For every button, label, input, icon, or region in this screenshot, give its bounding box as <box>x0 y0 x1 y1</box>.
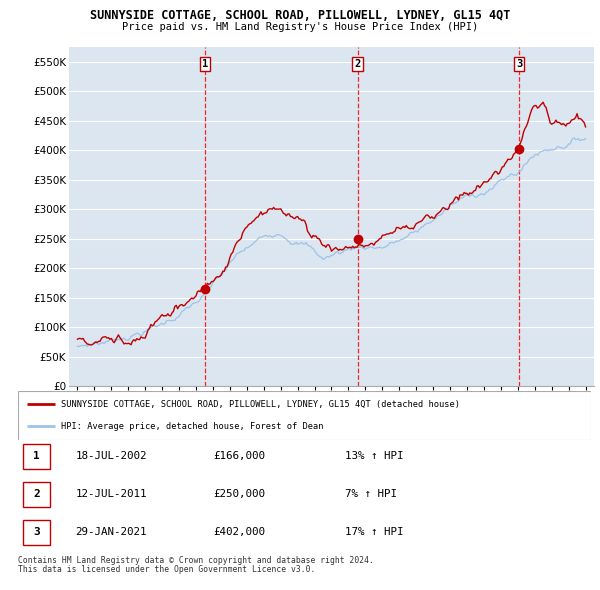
Text: Price paid vs. HM Land Registry's House Price Index (HPI): Price paid vs. HM Land Registry's House … <box>122 22 478 32</box>
Text: £250,000: £250,000 <box>213 489 265 499</box>
Text: 13% ↑ HPI: 13% ↑ HPI <box>344 451 403 461</box>
Text: 17% ↑ HPI: 17% ↑ HPI <box>344 527 403 537</box>
Text: 7% ↑ HPI: 7% ↑ HPI <box>344 489 397 499</box>
Text: 12-JUL-2011: 12-JUL-2011 <box>76 489 147 499</box>
Text: £402,000: £402,000 <box>213 527 265 537</box>
Text: 3: 3 <box>516 59 522 69</box>
FancyBboxPatch shape <box>23 520 50 545</box>
Text: 1: 1 <box>202 59 208 69</box>
Text: 2: 2 <box>355 59 361 69</box>
Text: 18-JUL-2002: 18-JUL-2002 <box>76 451 147 461</box>
Text: HPI: Average price, detached house, Forest of Dean: HPI: Average price, detached house, Fore… <box>61 422 323 431</box>
Text: 1: 1 <box>33 451 40 461</box>
FancyBboxPatch shape <box>23 481 50 507</box>
Text: 29-JAN-2021: 29-JAN-2021 <box>76 527 147 537</box>
Text: 2: 2 <box>33 489 40 499</box>
Text: This data is licensed under the Open Government Licence v3.0.: This data is licensed under the Open Gov… <box>18 565 316 574</box>
Text: SUNNYSIDE COTTAGE, SCHOOL ROAD, PILLOWELL, LYDNEY, GL15 4QT: SUNNYSIDE COTTAGE, SCHOOL ROAD, PILLOWEL… <box>90 9 510 22</box>
Text: SUNNYSIDE COTTAGE, SCHOOL ROAD, PILLOWELL, LYDNEY, GL15 4QT (detached house): SUNNYSIDE COTTAGE, SCHOOL ROAD, PILLOWEL… <box>61 400 460 409</box>
Text: 3: 3 <box>33 527 40 537</box>
FancyBboxPatch shape <box>23 444 50 469</box>
Text: Contains HM Land Registry data © Crown copyright and database right 2024.: Contains HM Land Registry data © Crown c… <box>18 556 374 565</box>
Text: £166,000: £166,000 <box>213 451 265 461</box>
FancyBboxPatch shape <box>18 391 591 440</box>
